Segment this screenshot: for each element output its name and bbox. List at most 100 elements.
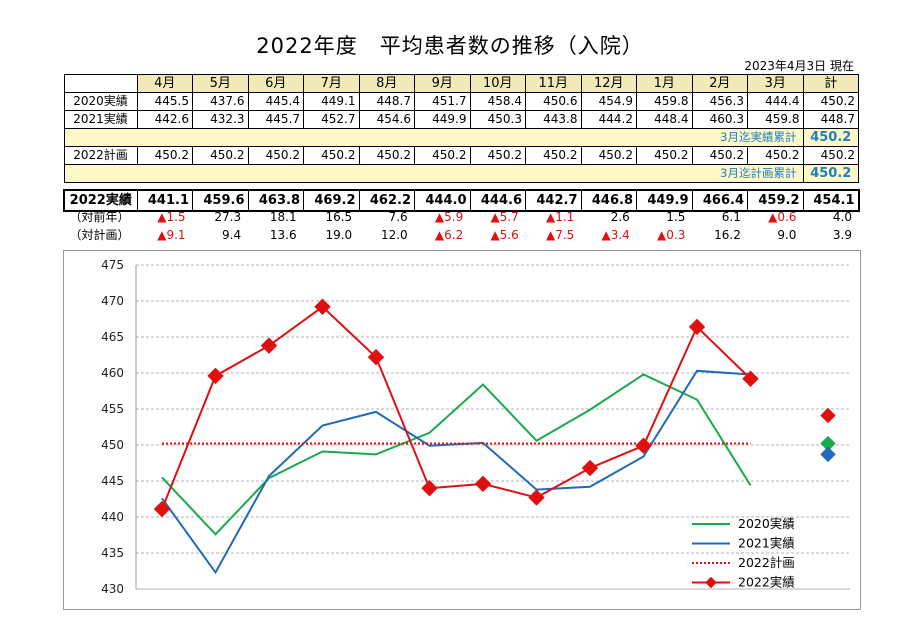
table-cell: 450.2 <box>747 146 804 165</box>
y-tick-label: 475 <box>101 258 124 272</box>
cumulative-plan-value: 450.2 <box>802 164 859 183</box>
row-label: 2022計画 <box>63 146 138 165</box>
table-cell: 458.4 <box>469 92 526 111</box>
diff-cell: 16.5 <box>325 210 353 224</box>
series-line-2021実績 <box>161 369 751 575</box>
row-label: 2022実績 <box>63 189 138 212</box>
row-label: 2021実績 <box>63 110 138 129</box>
series-line-2020実績 <box>161 373 752 536</box>
diff-cell: ▲6.2 <box>434 228 464 242</box>
diff-cell: ▲3.4 <box>601 228 630 242</box>
month-header: 2月 <box>691 74 748 93</box>
table-cell: 450.2 <box>414 146 471 165</box>
table-row: 2020実績 445.5 437.6 445.4 449.1 448.7 451.7 458.… <box>63 92 859 111</box>
diff-cell: 13.6 <box>269 228 297 242</box>
month-header: 8月 <box>358 74 415 93</box>
month-header: 9月 <box>414 74 471 93</box>
table-cell: 442.7 <box>525 189 582 212</box>
diff-cell: ▲5.9 <box>434 210 464 224</box>
table-corner-cell <box>63 74 138 93</box>
note-spacer-cell <box>63 164 137 183</box>
table-cell: 450.2 <box>358 146 415 165</box>
y-tick-label: 455 <box>101 402 124 416</box>
table-cell: 448.7 <box>358 92 415 111</box>
data-point <box>367 348 385 366</box>
month-header: 6月 <box>247 74 304 93</box>
table-cell: 450.2 <box>136 146 193 165</box>
cumulative-actual-label: 3月迄実績累計 <box>137 128 804 147</box>
table-cell: 444.0 <box>414 189 471 212</box>
data-point <box>207 367 224 385</box>
table-cell: 445.5 <box>136 92 193 111</box>
diff-cell: 16.2 <box>714 228 741 242</box>
legend-label: 2022計画 <box>738 555 795 570</box>
month-header: 4月 <box>136 74 193 93</box>
table-cell: 443.8 <box>525 110 582 129</box>
month-header: 5月 <box>192 74 249 93</box>
table-cell: 450.2 <box>636 146 693 165</box>
data-point <box>153 500 171 518</box>
table-cell: 442.6 <box>136 110 193 129</box>
cumulative-actual-row: 3月迄実績累計 450.2 <box>63 128 859 147</box>
table-cell: 459.6 <box>192 189 249 212</box>
table-cell: 432.3 <box>192 110 249 129</box>
cumulative-plan-row: 3月迄計画累計 450.2 <box>63 164 859 183</box>
total-header: 計 <box>802 74 859 93</box>
cumulative-plan-label: 3月迄計画累計 <box>137 164 804 183</box>
table-cell: 449.9 <box>636 189 693 212</box>
row-label: （対計画） <box>69 228 130 242</box>
series-line-2022実績 <box>161 305 752 510</box>
data-point <box>635 437 652 454</box>
table-cell: 450.6 <box>525 92 582 111</box>
row-label: （対前年） <box>69 210 130 224</box>
table-cell: 459.8 <box>636 92 693 111</box>
y-tick-label: 440 <box>101 510 124 524</box>
table-cell: 450.2 <box>469 146 526 165</box>
diff-cell: 12.0 <box>380 228 408 242</box>
y-tick-label: 470 <box>101 294 124 308</box>
data-point <box>421 479 438 497</box>
table-header-row: 4月 5月 6月 7月 8月 9月 10月 11月 12月 1月 2月 3月計 <box>63 74 859 93</box>
diff-cell: ▲7.5 <box>545 228 575 242</box>
legend-label: 2020実績 <box>738 516 795 531</box>
table-cell: 450.2 <box>525 146 582 165</box>
month-header: 3月 <box>747 74 804 93</box>
diff-cell: ▲5.7 <box>490 210 519 224</box>
row-total: 448.7 <box>802 110 859 129</box>
data-point <box>742 370 759 387</box>
table-cell: 444.4 <box>747 92 804 111</box>
y-tick-label: 435 <box>101 546 124 560</box>
table-cell: 462.2 <box>358 189 415 212</box>
spacer-cell <box>64 182 859 191</box>
table-cell: 452.7 <box>303 110 360 129</box>
table-cell: 445.4 <box>247 92 304 111</box>
diff-cell: 2.6 <box>610 210 630 224</box>
table-cell: 463.8 <box>247 189 304 212</box>
data-point <box>528 489 545 506</box>
cumulative-actual-value: 450.2 <box>802 128 859 147</box>
data-point <box>688 318 706 336</box>
table-cell: 445.7 <box>247 110 304 129</box>
data-point <box>260 337 278 354</box>
table-cell: 449.9 <box>414 110 471 129</box>
legend-label: 2021実績 <box>738 536 795 551</box>
y-tick-label: 465 <box>101 330 124 344</box>
table-row: 2021実績 442.6 432.3 445.7 452.7 454.6 449.9 450.… <box>63 110 859 129</box>
row-total: 454.1 <box>802 189 860 212</box>
data-point <box>314 298 331 315</box>
table-cell: 454.9 <box>580 92 637 111</box>
legend-label: 2022実績 <box>738 575 795 590</box>
table-cell: 450.2 <box>247 146 304 165</box>
data-point <box>474 475 492 493</box>
diff-cell: 6.1 <box>721 210 741 224</box>
table-cell: 450.3 <box>469 110 526 129</box>
actual-row: 2022実績 441.1 459.6 463.8 469.2 462.2 444.0 444.… <box>63 189 860 212</box>
month-header: 10月 <box>469 74 526 93</box>
chart-area: 430 435 440 445 450 455 460 465 470 475 2020実績 2021… <box>63 250 861 610</box>
diff-cell: ▲5.6 <box>490 228 519 242</box>
table-cell: 460.3 <box>691 110 748 129</box>
diff-cell: ▲0.3 <box>657 228 686 242</box>
data-table: 4月 5月 6月 7月 8月 9月 10月 11月 12月 1月 2月 3月計 2020実績 445.5 4… <box>63 74 860 212</box>
table-cell: 450.2 <box>303 146 360 165</box>
y-tick-label: 445 <box>101 474 124 488</box>
